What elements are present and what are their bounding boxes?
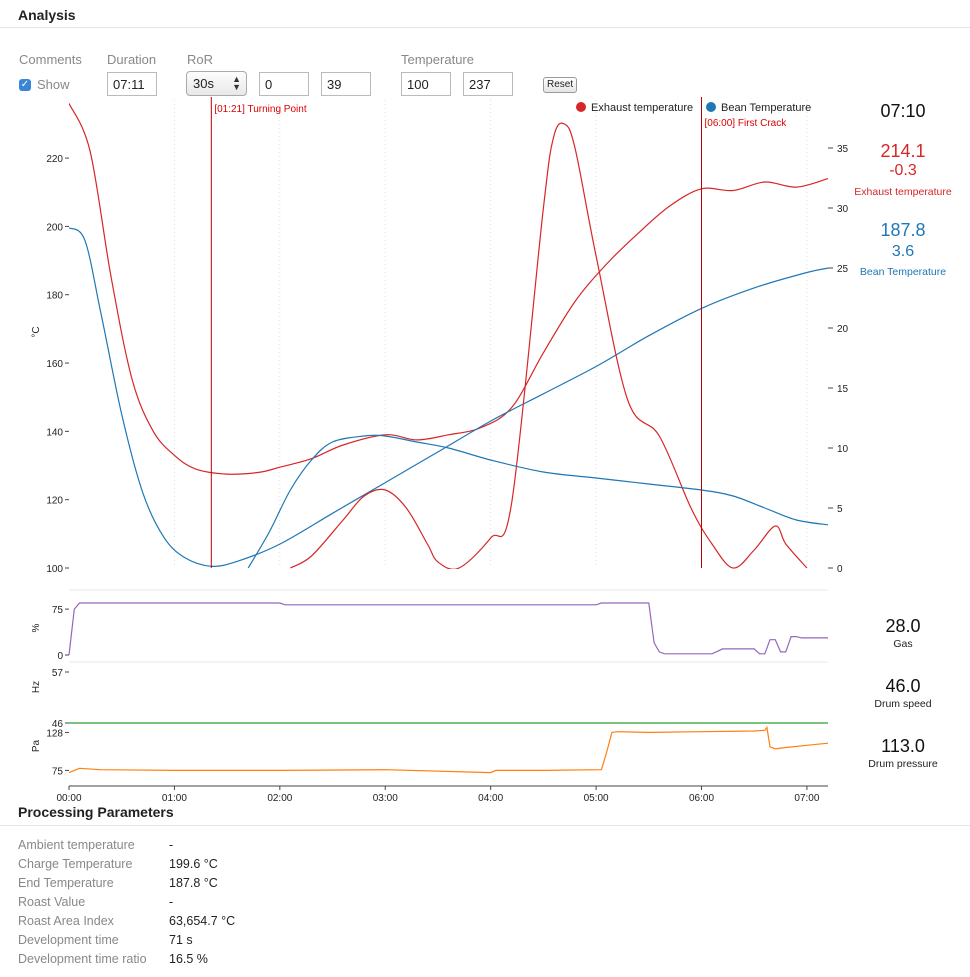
y-tick-label: 57 (52, 668, 64, 679)
ror-select-value: 30s (193, 76, 214, 91)
x-tick-label: 03:00 (373, 793, 398, 804)
event-label: [01:21] Turning Point (214, 104, 307, 115)
ror-min-input[interactable]: 0 (259, 72, 309, 96)
gas-line (68, 602, 828, 656)
reset-button[interactable]: Reset (543, 77, 578, 93)
chart-legend: Exhaust temperature Bean Temperature (576, 102, 811, 114)
bean-temperature-ror-line (247, 434, 829, 569)
duration-input[interactable]: 07:11 (107, 72, 157, 96)
y-tick-label: 200 (46, 222, 63, 233)
param-value: 63,654.7 °C (169, 914, 236, 928)
param-label: End Temperature (18, 876, 114, 890)
y-tick-label: 120 (46, 496, 63, 507)
drum-speed-readout-label: Drum speed (874, 698, 932, 710)
y-tick-label: 220 (46, 154, 63, 165)
param-label: Development time (18, 933, 119, 947)
temp-min-input[interactable]: 100 (401, 72, 451, 96)
y2-tick-label: 30 (837, 204, 849, 215)
x-tick-label: 04:00 (478, 793, 503, 804)
exhaust-readout-label: Exhaust temperature (854, 186, 952, 198)
exhaust-temperature-ror-line (290, 122, 808, 569)
y-tick-label: 128 (46, 728, 63, 739)
drum-pressure-line (68, 725, 829, 774)
x-tick-label: 05:00 (584, 793, 609, 804)
y-tick-label: 180 (46, 291, 63, 302)
bean-ror-readout: 3.6 (891, 243, 915, 260)
y2-tick-label: 15 (837, 384, 849, 395)
show-label: Show (37, 77, 70, 92)
comments-label: Comments (19, 52, 82, 67)
param-value: - (169, 895, 174, 909)
y-tick-label: 75 (52, 605, 64, 616)
param-value: 16.5 % (169, 952, 208, 966)
y-tick-label: 100 (46, 564, 63, 575)
temp-axis-label: °C (31, 326, 42, 337)
y-tick-label: 46 (52, 719, 64, 730)
y2-tick-label: 5 (837, 504, 843, 515)
time-readout: 07:10 (880, 101, 926, 121)
bean-readout-label: Bean Temperature (859, 266, 947, 278)
exhaust-ror-readout: -0.3 (889, 162, 917, 179)
exhaust-value-readout: 214.1 (880, 141, 926, 161)
drum-pressure-axis-label: Pa (31, 739, 42, 752)
y2-tick-label: 25 (837, 264, 849, 275)
x-tick-label: 02:00 (267, 793, 292, 804)
event-label: [06:00] First Crack (705, 118, 788, 129)
y2-tick-label: 0 (837, 564, 843, 575)
x-tick-label: 06:00 (689, 793, 714, 804)
y-tick-label: 160 (46, 359, 63, 370)
param-label: Development time ratio (18, 952, 147, 966)
bean-legend-marker (706, 102, 716, 112)
bean-temperature-line (69, 227, 829, 568)
bean-value-readout: 187.8 (880, 220, 926, 240)
analysis-title: Analysis (18, 7, 76, 23)
y2-tick-label: 20 (837, 324, 849, 335)
gas-value-readout: 28.0 (885, 616, 921, 636)
bean-legend-label: Bean Temperature (721, 102, 811, 114)
x-tick-label: 01:00 (162, 793, 187, 804)
exhaust-temperature-line (69, 103, 829, 475)
param-value: 199.6 °C (169, 857, 218, 871)
drum-pressure-value-readout: 113.0 (881, 736, 925, 756)
param-label: Roast Value (18, 895, 86, 909)
updown-arrows-icon: ▲ ▼ (232, 74, 241, 92)
exhaust-legend-label: Exhaust temperature (591, 102, 693, 114)
drum-speed-value-readout: 46.0 (885, 676, 921, 696)
ror-label: RoR (187, 52, 214, 67)
header-divider (0, 27, 970, 28)
processing-title: Processing Parameters (18, 804, 174, 820)
x-tick-label: 00:00 (56, 793, 81, 804)
drum-pressure-readout-label: Drum pressure (868, 758, 938, 770)
param-value: 71 s (169, 933, 193, 947)
gas-readout-label: Gas (893, 638, 913, 650)
param-label: Ambient temperature (18, 838, 135, 852)
param-label: Charge Temperature (18, 857, 133, 871)
roast-chart[interactable]: 1001201401601802002200754657751280510152… (0, 0, 970, 810)
param-label: Roast Area Index (18, 914, 114, 928)
show-comments-checkbox[interactable]: ✓ (19, 79, 31, 91)
y2-tick-label: 35 (837, 144, 849, 155)
temp-max-input[interactable]: 237 (463, 72, 513, 96)
y-tick-label: 75 (52, 766, 64, 777)
temperature-label: Temperature (401, 52, 474, 67)
ror-select[interactable]: 30s ▲ ▼ (186, 71, 247, 96)
ror-max-input[interactable]: 39 (321, 72, 371, 96)
param-value: - (169, 838, 174, 852)
param-value: 187.8 °C (169, 876, 218, 890)
processing-divider (0, 825, 970, 826)
drum-speed-axis-label: Hz (31, 681, 42, 693)
y-tick-label: 140 (46, 427, 63, 438)
duration-label: Duration (107, 52, 157, 67)
x-tick-label: 07:00 (794, 793, 819, 804)
y2-tick-label: 10 (837, 444, 849, 455)
exhaust-legend-marker (576, 102, 586, 112)
y-tick-label: 0 (57, 651, 63, 662)
gas-axis-label: % (31, 623, 42, 632)
